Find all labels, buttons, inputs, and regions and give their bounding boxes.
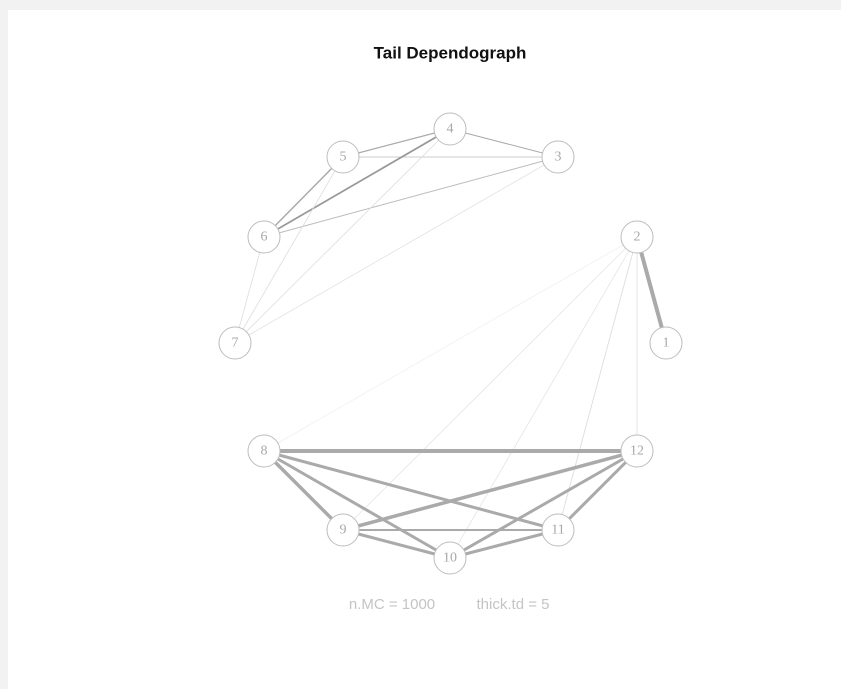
node: [218, 326, 252, 360]
edges: [234, 128, 668, 560]
edge: [234, 236, 265, 344]
edge: [449, 128, 559, 158]
edge: [263, 156, 344, 238]
node-label: 2: [634, 230, 641, 245]
edge: [262, 449, 345, 532]
node: [326, 513, 360, 547]
node-label: 10: [443, 551, 457, 566]
title: Tail Dependograph: [374, 43, 527, 62]
node-label: 7: [232, 336, 239, 351]
node: [433, 112, 467, 146]
edge: [262, 449, 452, 560]
node: [247, 220, 281, 254]
node-label: 12: [630, 444, 644, 459]
edge: [448, 528, 560, 560]
node: [433, 541, 467, 575]
edge: [341, 528, 452, 560]
edge: [234, 156, 344, 344]
node: [620, 220, 654, 254]
edge: [449, 236, 638, 559]
node: [247, 434, 281, 468]
footer-thick-td: thick.td = 5: [477, 596, 550, 613]
node: [620, 434, 654, 468]
node-label: 5: [340, 150, 347, 165]
edge: [635, 235, 668, 345]
edge: [234, 156, 559, 344]
node-label: 4: [447, 122, 454, 137]
panel: [8, 10, 841, 689]
edge: [262, 449, 560, 532]
node: [541, 513, 575, 547]
edge: [342, 236, 638, 531]
edge: [263, 128, 451, 238]
edge: [556, 449, 639, 532]
edge: [448, 449, 639, 560]
edge: [342, 128, 451, 158]
node: [649, 326, 683, 360]
edge: [341, 449, 639, 532]
node-label: 3: [555, 150, 562, 165]
node-label: 6: [261, 230, 268, 245]
node-label: 1: [663, 336, 670, 351]
edge: [234, 128, 451, 344]
edge: [263, 236, 638, 452]
node-label: 8: [261, 444, 268, 459]
node-label: 11: [551, 523, 564, 538]
edge: [557, 236, 638, 531]
node: [541, 140, 575, 174]
node: [326, 140, 360, 174]
edge: [263, 156, 559, 238]
footer-n-mc: n.MC = 1000: [349, 596, 435, 613]
node-label: 9: [340, 523, 347, 538]
